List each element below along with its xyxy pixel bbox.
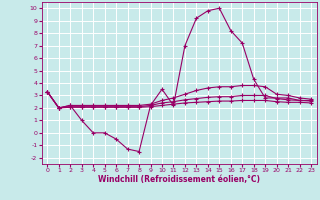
X-axis label: Windchill (Refroidissement éolien,°C): Windchill (Refroidissement éolien,°C) xyxy=(98,175,260,184)
